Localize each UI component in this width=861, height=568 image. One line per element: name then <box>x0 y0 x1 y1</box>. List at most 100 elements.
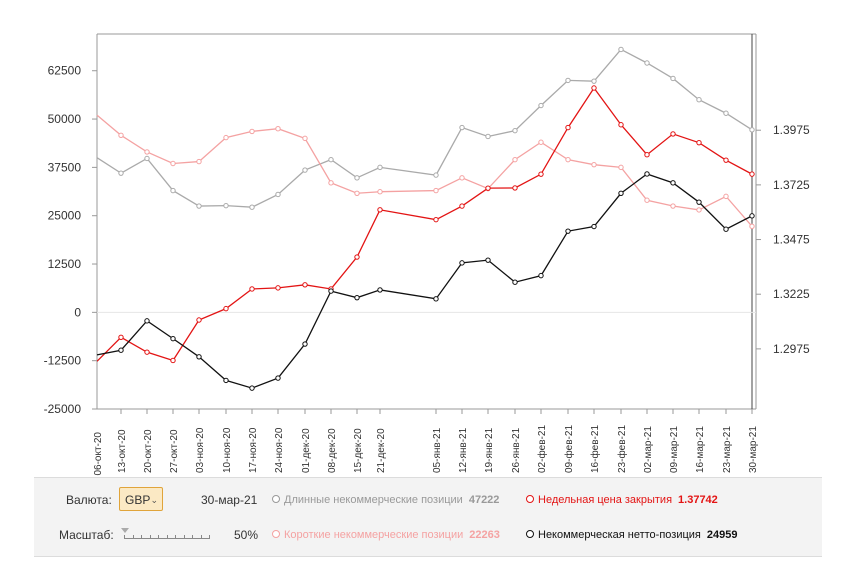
series-0-point[interactable] <box>670 75 676 82</box>
series-1-point[interactable] <box>749 223 755 229</box>
series-3-point[interactable] <box>377 287 383 293</box>
series-3-point[interactable] <box>328 288 334 294</box>
series-3-point[interactable] <box>512 279 518 285</box>
series-3-point[interactable] <box>170 335 176 342</box>
series-1-point[interactable] <box>196 158 202 165</box>
series-3-point[interactable] <box>670 180 676 186</box>
series-2-point[interactable] <box>644 151 650 158</box>
series-2-point[interactable] <box>118 334 124 340</box>
series-3-point[interactable] <box>723 226 729 232</box>
series-2-point[interactable] <box>749 171 755 177</box>
series-1-point[interactable] <box>249 128 255 135</box>
legend-close[interactable]: Недельная цена закрытия 1.37742 <box>526 494 718 506</box>
series-0-point[interactable] <box>302 167 308 173</box>
series-3-point[interactable] <box>749 213 755 219</box>
series-2-point[interactable] <box>723 157 729 163</box>
series-2-point[interactable] <box>377 207 383 213</box>
series-1-point[interactable] <box>354 190 360 196</box>
series-3-point[interactable] <box>618 190 624 196</box>
series-2-point[interactable] <box>485 185 491 191</box>
zoom-slider[interactable] <box>121 528 210 542</box>
series-1-point[interactable] <box>328 180 334 186</box>
series-3-point[interactable] <box>433 296 439 302</box>
series-2-point[interactable] <box>565 124 571 131</box>
series-0-point[interactable] <box>618 46 624 53</box>
series-1-point[interactable] <box>170 160 176 167</box>
series-1-point[interactable] <box>512 156 518 163</box>
series-1-point[interactable] <box>670 203 676 209</box>
currency-select[interactable]: GBP ⌄ <box>119 487 163 511</box>
series-2-point[interactable] <box>618 122 624 128</box>
series-0-point[interactable] <box>644 60 650 66</box>
series-0-point[interactable] <box>275 191 281 198</box>
series-2-point[interactable] <box>144 349 150 355</box>
zoom-slider-thumb[interactable] <box>121 528 129 533</box>
series-2-point[interactable] <box>459 203 465 209</box>
series-3-point[interactable] <box>249 385 255 391</box>
series-1-point[interactable] <box>433 187 439 194</box>
series-0-point[interactable] <box>459 124 465 131</box>
legend-short[interactable]: Короткие некоммерческие позиции 22263 <box>272 529 500 541</box>
series-0-point[interactable] <box>328 156 334 163</box>
series-0-point[interactable] <box>196 203 202 209</box>
series-2-point[interactable] <box>433 216 439 223</box>
series-1-point[interactable] <box>565 156 571 163</box>
series-1-point[interactable] <box>377 189 383 195</box>
series-1-point[interactable] <box>644 197 650 203</box>
series-0-point[interactable] <box>696 97 702 103</box>
series-2-point[interactable] <box>354 254 360 260</box>
series-1-point[interactable] <box>223 134 229 141</box>
series-3-point[interactable] <box>696 199 702 205</box>
series-1-point[interactable] <box>696 207 702 213</box>
series-1-point[interactable] <box>723 193 729 200</box>
series-0-point[interactable] <box>565 77 571 84</box>
series-3-point[interactable] <box>118 347 124 353</box>
series-0-point[interactable] <box>512 127 518 134</box>
series-2-point[interactable] <box>670 131 676 137</box>
series-2-point[interactable] <box>249 286 255 292</box>
series-3-point[interactable] <box>144 318 150 324</box>
series-3-point[interactable] <box>275 375 281 381</box>
series-1-point[interactable] <box>591 161 597 168</box>
legend-long[interactable]: Длинные некоммерческие позиции 47222 <box>272 494 499 506</box>
series-2-point[interactable] <box>196 317 202 323</box>
series-1-point[interactable] <box>302 135 308 142</box>
series-2-point[interactable] <box>223 305 229 312</box>
series-1-point[interactable] <box>118 132 124 138</box>
series-1-point[interactable] <box>275 126 281 132</box>
series-1-point[interactable] <box>618 164 624 171</box>
series-0-point[interactable] <box>118 170 124 176</box>
series-0-point[interactable] <box>591 78 597 84</box>
legend-net[interactable]: Некоммерческая нетто-позиция 24959 <box>526 529 737 541</box>
series-3-point[interactable] <box>302 341 308 347</box>
series-2-point[interactable] <box>170 357 176 364</box>
series-0-point[interactable] <box>170 187 176 194</box>
series-3-point[interactable] <box>223 377 229 384</box>
series-0-point[interactable] <box>485 133 491 140</box>
series-2-point[interactable] <box>696 139 702 146</box>
series-3-point[interactable] <box>485 257 491 263</box>
series-0-point[interactable] <box>249 204 255 210</box>
series-3-point[interactable] <box>459 260 465 266</box>
series-3-point[interactable] <box>354 294 360 301</box>
series-0-point[interactable] <box>144 155 150 162</box>
series-2-point[interactable] <box>275 285 281 291</box>
series-3-point[interactable] <box>196 354 202 360</box>
series-1-point[interactable] <box>459 175 465 181</box>
series-2-point[interactable] <box>538 171 544 177</box>
series-0-point[interactable] <box>354 175 360 181</box>
series-2-point[interactable] <box>591 85 597 91</box>
series-0-point[interactable] <box>377 164 383 171</box>
series-1-point[interactable] <box>538 139 544 145</box>
series-0-point[interactable] <box>723 110 729 116</box>
series-2-point[interactable] <box>512 185 518 191</box>
series-3-point[interactable] <box>591 223 597 230</box>
series-2-point[interactable] <box>302 282 308 288</box>
series-3-point[interactable] <box>644 171 650 177</box>
series-3-point[interactable] <box>538 272 544 279</box>
series-1-point[interactable] <box>144 149 150 155</box>
series-0-point[interactable] <box>223 202 229 209</box>
series-0-point[interactable] <box>538 102 544 109</box>
series-0-point[interactable] <box>433 172 439 178</box>
series-0-point[interactable] <box>749 127 755 133</box>
